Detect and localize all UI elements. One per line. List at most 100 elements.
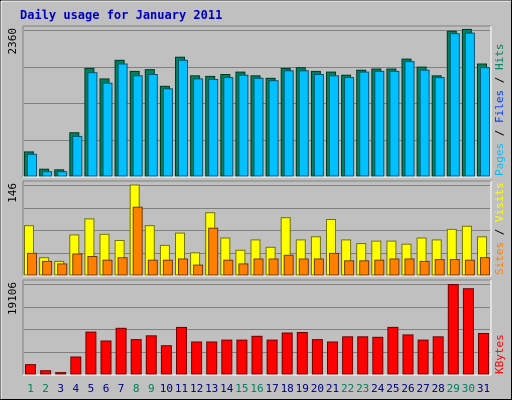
x-tick-label: 25 [386,382,399,395]
x-tick-label: 11 [175,382,188,395]
chart-title: Daily usage for January 2011 [20,8,222,22]
x-tick-label: 5 [88,382,95,395]
x-tick-label: 8 [133,382,140,395]
bar-hits-files-day-27 [419,69,430,177]
bar-hits-files-day-12 [193,78,204,177]
bar-visits-sites-day-10 [162,259,173,276]
bar-hits-files-day-22 [344,77,355,177]
bar-kbytes-kbytes-day-25 [387,326,399,375]
x-tick-label: 10 [160,382,173,395]
bar-hits-files-day-4 [72,135,83,177]
x-tick-label: 19 [296,382,309,395]
legend-item: Visits [493,182,506,222]
bar-visits-sites-day-25 [389,258,400,276]
bar-visits-sites-day-27 [419,260,430,276]
bar-visits-sites-day-11 [178,258,188,276]
bar-visits-sites-day-14 [223,259,234,276]
x-tick-label: 9 [148,382,155,395]
bar-hits-files-day-16 [253,77,264,177]
bar-hits-files-day-30 [464,32,475,177]
panel-hits: 2360 Pages / Files / Hits [6,25,506,178]
bar-kbytes-kbytes-day-7 [115,327,127,375]
bar-hits-files-day-1 [27,153,37,177]
bar-visits-sites-day-7 [117,257,128,276]
bar-kbytes-kbytes-day-4 [70,356,82,375]
bar-visits-sites-day-16 [253,258,264,276]
x-tick-label: 4 [72,382,79,395]
bar-visits-sites-day-28 [434,259,445,276]
bar-kbytes-kbytes-day-30 [462,288,474,375]
bar-kbytes-kbytes-day-5 [85,331,97,375]
bar-visits-sites-day-9 [147,259,158,276]
bar-visits-sites-day-3 [57,263,68,276]
bar-kbytes-kbytes-day-8 [130,339,142,375]
bar-kbytes-kbytes-day-19 [296,332,308,375]
bar-hits-files-day-24 [374,70,385,177]
panel-visits: 146 Sites / Visits [6,180,506,277]
legend-item: Pages [493,143,506,176]
bar-visits-sites-day-5 [87,256,98,276]
bar-hits-files-day-17 [268,80,279,177]
bar-kbytes-kbytes-day-21 [327,341,338,375]
bar-visits-sites-day-4 [72,253,83,276]
bar-kbytes-kbytes-day-13 [206,341,218,375]
x-tick-label: 6 [103,382,110,395]
bar-hits-files-day-18 [283,70,294,177]
x-tick-label: 7 [118,382,125,395]
legend-item: Sites [493,242,506,275]
bar-kbytes-kbytes-day-28 [432,336,444,375]
bar-visits-sites-day-17 [268,258,279,276]
x-tick-label: 20 [311,382,324,395]
x-tick-label: 3 [57,382,64,395]
legend-item: Files [493,90,506,123]
y-max-label-kbytes: 19106 [6,282,19,315]
bar-kbytes-kbytes-day-1 [25,364,36,375]
bar-visits-sites-day-23 [359,260,370,276]
x-tick-label: 17 [265,382,278,395]
bar-visits-sites-day-22 [344,260,355,276]
bar-kbytes-kbytes-day-12 [191,341,203,375]
y-max-label-hits: 2360 [6,28,19,55]
bar-kbytes-kbytes-day-2 [40,370,52,375]
legend-separator: / [493,123,506,143]
bar-kbytes-kbytes-day-17 [266,339,278,375]
x-tick-label: 14 [220,382,234,395]
x-tick-label: 24 [371,382,385,395]
bar-hits-files-day-7 [117,63,128,177]
bar-kbytes-kbytes-day-18 [281,332,293,375]
bar-visits-sites-day-2 [42,260,53,276]
bar-kbytes-kbytes-day-26 [402,334,414,375]
bar-kbytes-kbytes-day-20 [311,339,323,375]
bar-kbytes-kbytes-day-6 [100,340,112,375]
x-tick-label: 16 [250,382,263,395]
bar-kbytes-kbytes-day-31 [478,333,489,375]
bar-hits-files-day-8 [132,75,143,177]
bar-kbytes-kbytes-day-22 [342,336,354,375]
bar-hits-files-day-31 [480,67,490,177]
bar-kbytes-kbytes-day-24 [372,336,384,375]
bar-hits-files-day-28 [434,77,445,177]
bar-visits-sites-day-1 [27,252,37,276]
bar-hits-files-day-6 [102,82,113,177]
bar-visits-sites-day-18 [283,254,294,276]
bar-kbytes-kbytes-day-10 [160,345,172,375]
x-tick-label: 12 [190,382,203,395]
bar-hits-files-day-5 [87,72,98,177]
x-tick-label: 13 [205,382,218,395]
bar-visits-sites-day-31 [480,257,490,276]
bar-hits-files-day-9 [147,74,158,177]
bar-kbytes-kbytes-day-23 [357,336,369,375]
bar-visits-sites-day-26 [404,258,415,276]
x-tick-label: 30 [462,382,475,395]
bar-kbytes-kbytes-day-9 [145,335,157,375]
bar-hits-files-day-29 [449,33,460,177]
x-tick-label: 31 [477,382,490,395]
legend-hits: Pages / Files / Hits [493,44,506,177]
legend-kbytes: KBytes [493,334,506,374]
bar-hits-files-day-20 [313,74,324,177]
panel-kbytes: 19106 KBytes [6,279,506,376]
bar-hits-files-day-15 [238,74,249,177]
x-tick-label: 15 [235,382,248,395]
bar-kbytes-kbytes-day-3 [55,372,67,375]
bar-kbytes-kbytes-day-11 [176,326,187,375]
